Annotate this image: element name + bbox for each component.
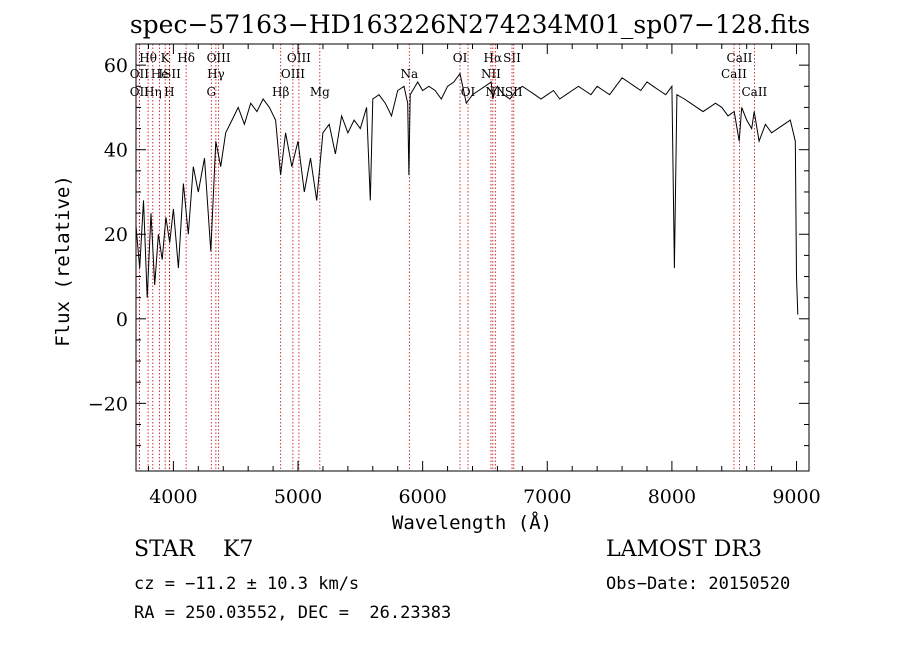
- x-tick-label: 7000: [523, 486, 571, 508]
- marker-label: OII: [130, 85, 150, 99]
- marker-label: Hδ: [177, 51, 195, 65]
- marker-label: OIII: [207, 51, 231, 65]
- marker-label: CaII: [727, 51, 753, 65]
- observation-date: Obs−Date: 20150520: [606, 574, 791, 594]
- marker-label: G: [206, 85, 216, 99]
- y-axis-label: Flux (relative): [52, 175, 74, 347]
- x-tick-label: 4000: [149, 486, 197, 508]
- spectrum-line: [135, 72, 799, 315]
- marker-label: OI: [453, 51, 468, 65]
- x-tick-label: 6000: [398, 486, 446, 508]
- marker-label: ISII: [158, 67, 181, 81]
- marker-label: Hα: [484, 51, 503, 65]
- survey-name: LAMOST DR3: [606, 537, 762, 562]
- y-tick-label: −20: [88, 393, 128, 415]
- marker-label: Mg: [310, 85, 330, 99]
- redshift-info: cz = −11.2 ± 10.3 km/s: [134, 574, 360, 594]
- x-tick-label: 9000: [772, 486, 820, 508]
- marker-label: K: [161, 51, 171, 65]
- coordinates-info: RA = 250.03552, DEC = 26.23383: [134, 603, 452, 623]
- marker-label: Hβ: [272, 85, 289, 99]
- x-tick-label: 8000: [648, 486, 696, 508]
- marker-label: Na: [400, 67, 418, 81]
- marker-label: NII: [481, 67, 501, 81]
- marker-label: OIII: [287, 51, 311, 65]
- y-tick-label: 60: [104, 55, 128, 77]
- axis-tick-labels: 4000 5000 6000 7000 8000 9000 −20 0 20 40 60: [88, 55, 821, 508]
- object-class: STAR K7: [134, 537, 254, 562]
- marker-label: OII: [130, 67, 150, 81]
- marker-label: NII: [485, 85, 505, 99]
- marker-label: OIII: [281, 67, 305, 81]
- marker-label: CaII: [721, 67, 747, 81]
- y-tick-label: 0: [116, 309, 128, 331]
- x-axis-label: Wavelength (Å): [392, 511, 552, 534]
- marker-label: He: [151, 67, 169, 81]
- chart-title: spec−57163−HD163226N274234M01_sp07−128.f…: [130, 10, 810, 39]
- marker-label: Hγ: [207, 67, 225, 81]
- marker-label: CaII: [741, 85, 767, 99]
- marker-label: Hη: [144, 85, 162, 99]
- marker-label: H: [164, 85, 174, 99]
- y-tick-label: 20: [104, 224, 128, 246]
- y-tick-label: 40: [104, 140, 128, 162]
- marker-label: Hθ: [139, 51, 157, 65]
- marker-label: SII: [503, 51, 521, 65]
- axis-ticks: [136, 44, 809, 471]
- x-tick-label: 5000: [274, 486, 322, 508]
